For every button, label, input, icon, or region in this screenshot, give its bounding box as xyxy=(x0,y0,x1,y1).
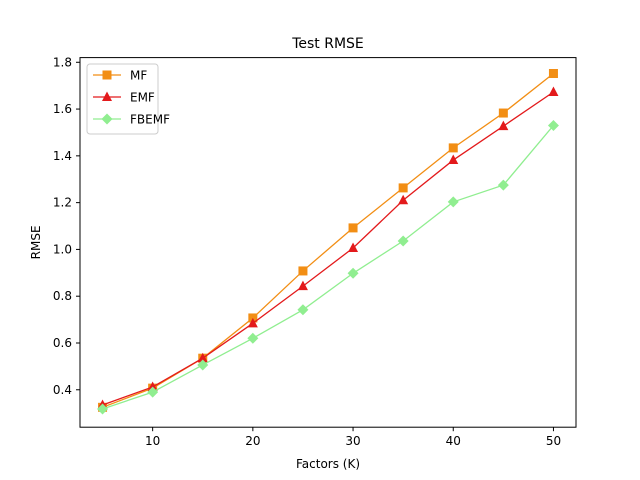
y-axis: 0.4 0.6 0.8 1.0 1.2 1.4 1.6 1.8 xyxy=(53,55,80,397)
data-point-fbemf xyxy=(497,179,509,191)
data-point-emf xyxy=(448,154,459,165)
data-point-emf xyxy=(398,194,409,205)
data-point-fbemf xyxy=(247,332,259,344)
plot-area xyxy=(97,69,559,415)
series-line-emf xyxy=(102,91,554,406)
y-tick-label: 1.8 xyxy=(53,55,72,69)
data-point-emf xyxy=(548,86,559,96)
data-point-emf xyxy=(297,280,308,291)
data-point-mf xyxy=(398,183,408,193)
legend-marker xyxy=(101,113,113,125)
legend-label: EMF xyxy=(130,91,155,105)
legend-label: MF xyxy=(130,69,147,83)
data-point-emf xyxy=(147,381,158,391)
data-point-fbemf xyxy=(197,359,209,371)
data-point-emf xyxy=(197,352,208,363)
data-point-fbemf xyxy=(297,304,309,316)
y-tick-label: 0.4 xyxy=(53,383,72,397)
data-point-fbemf xyxy=(447,196,459,208)
legend-marker xyxy=(102,91,112,101)
x-tick-label: 40 xyxy=(446,434,461,448)
legend-marker xyxy=(102,70,112,80)
series-line-fbemf xyxy=(102,125,554,410)
y-axis-label: RMSE xyxy=(29,225,43,259)
plot-frame xyxy=(79,57,577,428)
data-point-mf xyxy=(548,69,558,79)
data-point-fbemf xyxy=(547,119,559,131)
legend-item-fbemf: FBEMF xyxy=(93,113,170,127)
data-point-fbemf xyxy=(97,403,109,415)
x-axis-label: Factors (K) xyxy=(296,457,360,471)
data-point-fbemf xyxy=(147,386,159,398)
data-point-mf xyxy=(298,266,308,276)
data-point-emf xyxy=(498,120,509,131)
chart-title: Test RMSE xyxy=(291,36,364,52)
data-point-fbemf xyxy=(397,235,409,247)
data-point-emf xyxy=(247,317,258,328)
x-tick-label: 30 xyxy=(345,434,360,448)
y-tick-label: 0.6 xyxy=(53,336,72,350)
x-tick-label: 20 xyxy=(245,434,260,448)
y-tick-label: 1.4 xyxy=(53,149,72,163)
data-point-fbemf xyxy=(347,267,359,279)
legend-item-mf: MF xyxy=(93,69,147,83)
y-tick-label: 1.0 xyxy=(53,242,72,256)
legend-item-emf: EMF xyxy=(93,91,155,105)
y-tick-label: 1.6 xyxy=(53,102,72,116)
y-tick-label: 1.2 xyxy=(53,196,72,210)
data-point-emf xyxy=(348,242,359,253)
series-emf xyxy=(97,86,559,409)
y-tick-label: 0.8 xyxy=(53,289,72,303)
x-axis: 10 20 30 40 50 xyxy=(145,427,561,448)
x-tick-label: 10 xyxy=(145,434,160,448)
data-point-mf xyxy=(498,108,508,118)
legend: MF EMF FBEMF xyxy=(86,63,170,135)
data-point-mf xyxy=(348,223,358,233)
series-fbemf xyxy=(97,119,559,415)
x-tick-label: 50 xyxy=(546,434,561,448)
legend-label: FBEMF xyxy=(130,113,170,127)
data-point-mf xyxy=(448,143,458,153)
